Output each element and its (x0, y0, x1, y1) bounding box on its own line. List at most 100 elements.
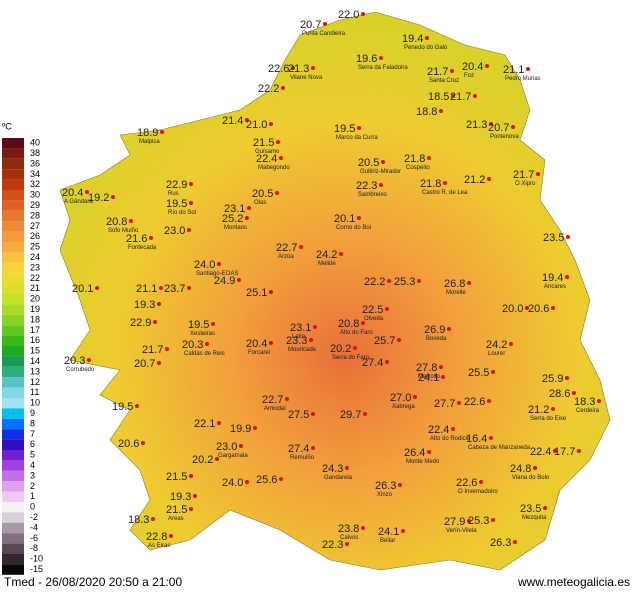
legend-unit: ºC (2, 121, 12, 131)
station-name: Mezquita (522, 515, 547, 521)
station-value: 25.7 (374, 335, 395, 347)
legend-swatch (2, 387, 24, 398)
station-dot (291, 66, 295, 70)
legend-label: 36 (30, 158, 40, 168)
legend-label: 12 (30, 377, 40, 387)
station-value: 23.0 (216, 441, 237, 453)
legend-swatch (2, 200, 24, 211)
legend-swatch (2, 148, 24, 159)
station-dot (149, 236, 153, 240)
station-dot (95, 286, 99, 290)
station-value: 19.5 (188, 319, 209, 331)
station-dot (357, 216, 361, 220)
station-name: O Xipro (515, 181, 536, 187)
legend-label: 23 (30, 262, 40, 272)
station-dot (566, 235, 570, 239)
station-name: Cospeito (406, 165, 430, 171)
station-value: 19.3 (170, 491, 191, 503)
station-name: Pedro Murias (505, 76, 541, 82)
legend-swatch (2, 533, 24, 544)
station-value: 18.9 (137, 127, 158, 139)
station-value: 21.7 (513, 169, 534, 181)
station-name: Bellar (380, 538, 395, 544)
station-name: Alto do Rodicio (430, 436, 471, 442)
station-dot (565, 275, 569, 279)
station-value: 23.1 (290, 322, 311, 334)
legend-swatch (2, 450, 24, 461)
station-value: 25.3 (468, 515, 489, 527)
legend-swatch (2, 314, 24, 326)
station-value: 24.1 (418, 372, 439, 384)
station-dot (276, 140, 280, 144)
station-dot (269, 341, 273, 345)
legend-swatch (2, 325, 24, 336)
station-dot (487, 177, 491, 181)
station-dot (439, 365, 443, 369)
station-value: 23.5 (543, 232, 564, 244)
station-name: Ancares (544, 284, 566, 290)
station-dot (245, 216, 249, 220)
legend-label: 34 (30, 169, 40, 179)
legend-swatch (2, 242, 24, 253)
station-name: Amiudal (264, 406, 286, 412)
station-name: Cabeza de Manzaneda (468, 445, 531, 451)
station-dot (269, 122, 273, 126)
station-value: 21.2 (528, 404, 549, 416)
legend-swatch (2, 158, 24, 170)
station-dot (467, 281, 471, 285)
station-dot (525, 306, 529, 310)
station-value: 22.4 (428, 424, 449, 436)
station-dot (345, 542, 349, 546)
station-name: Monte Medo (406, 459, 440, 465)
legend-swatch (2, 554, 24, 565)
station-value: 22.5 (362, 304, 383, 316)
station-value: 23.0 (164, 225, 185, 237)
station-dot (526, 67, 530, 71)
station-dot (279, 156, 283, 160)
station-value: 19.5 (166, 198, 187, 210)
station-value: 18.8 (416, 106, 437, 118)
station-value: 20.0 (502, 303, 523, 315)
station-dot (451, 427, 455, 431)
station-value: 22.3 (356, 180, 377, 192)
station-name: Verín-Vilela (446, 528, 477, 534)
station-dot (487, 399, 491, 403)
station-name: Río do Sol (168, 210, 196, 216)
station-dot (85, 190, 89, 194)
legend-label: 25 (30, 242, 40, 252)
legend-label: 29 (30, 200, 40, 210)
station-value: 24.3 (322, 463, 343, 475)
legend-label: 4 (30, 460, 35, 470)
station-value: 28.6 (549, 388, 570, 400)
station-value: 25.1 (246, 287, 267, 299)
station-dot (187, 228, 191, 232)
station-name: Penedo do Galo (404, 45, 448, 51)
station-value: 21.5 (166, 504, 187, 516)
station-name: Lalín (292, 334, 305, 340)
station-dot (491, 370, 495, 374)
station-name: Sofo Muiño (108, 228, 139, 234)
station-dot (387, 279, 391, 283)
station-value: 19.5 (334, 123, 355, 135)
station-dot (533, 466, 537, 470)
station-name: Xesteiras (190, 331, 215, 337)
station-dot (187, 286, 191, 290)
station-value: 20.3 (182, 339, 203, 351)
station-name: A Gándara (64, 199, 93, 205)
station-value: 25.5 (468, 367, 489, 379)
station-value: 22.1 (194, 418, 215, 430)
station-dot (353, 346, 357, 350)
station-dot (323, 22, 327, 26)
station-name: Fontecada (128, 245, 157, 251)
station-name: Alto do Faro (340, 330, 373, 336)
station-dot (205, 342, 209, 346)
legend-swatch (2, 283, 24, 294)
station-name: Caldas de Reis (184, 351, 225, 357)
station-dot (311, 66, 315, 70)
station-value: 20.8 (106, 216, 127, 228)
station-name: Areas (168, 516, 184, 522)
station-value: 21.5 (253, 137, 274, 149)
legend-label: 5 (30, 450, 35, 460)
legend-label: 0 (30, 502, 35, 512)
station-dot (111, 195, 115, 199)
